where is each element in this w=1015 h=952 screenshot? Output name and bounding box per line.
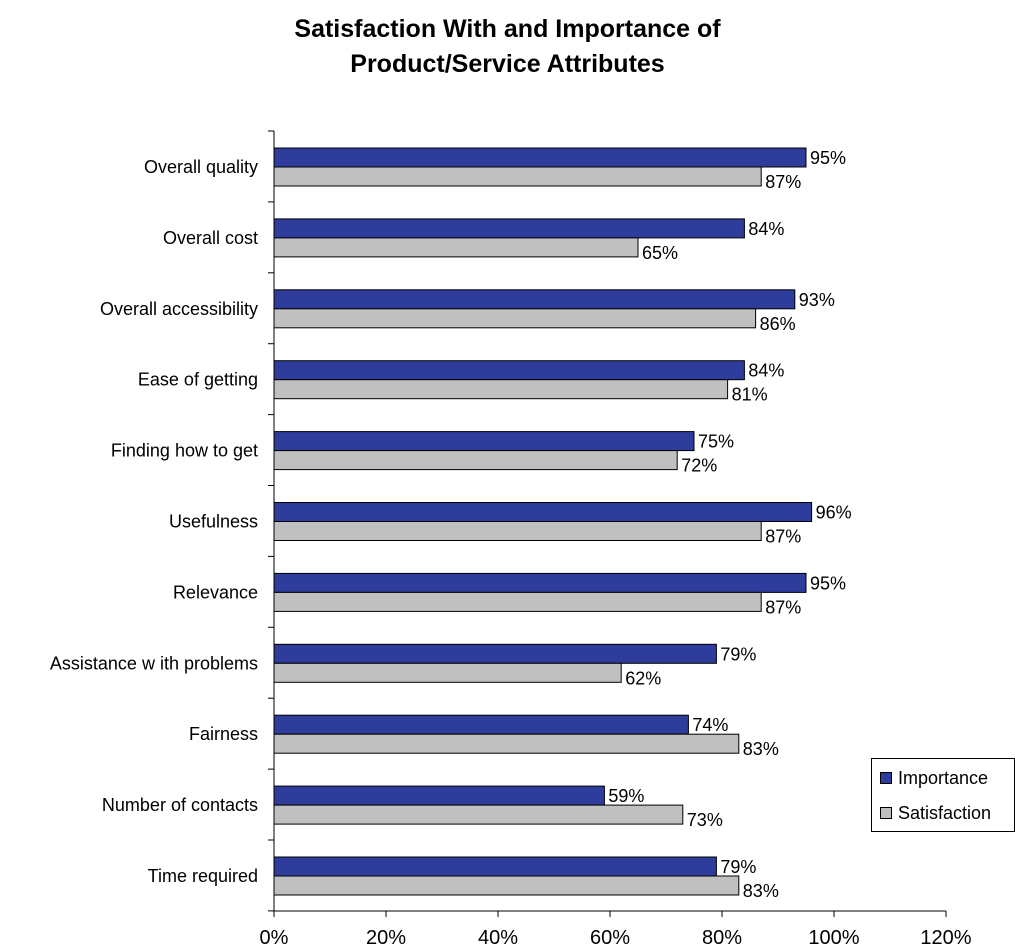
x-tick-label: 120% [920, 927, 971, 949]
legend-swatch-importance [880, 772, 892, 784]
bar-satisfaction [273, 166, 762, 187]
category-label: Fairness [189, 724, 258, 744]
legend-label-satisfaction: Satisfaction [898, 802, 992, 823]
bar-importance [273, 218, 745, 239]
category-label: Overall cost [163, 228, 258, 248]
x-tick-label: 0% [260, 927, 289, 949]
legend: Importance Satisfaction [871, 758, 1015, 832]
legend-item-satisfaction: Satisfaction [880, 802, 991, 824]
data-label-satisfaction: 83% [743, 881, 779, 901]
data-label-importance: 84% [748, 361, 784, 381]
category-label: Usefulness [169, 512, 258, 532]
bar-satisfaction [273, 662, 622, 683]
bar-importance [273, 360, 745, 381]
bar-importance [273, 785, 605, 806]
bar-importance [273, 714, 689, 735]
bar-satisfaction [273, 521, 762, 541]
data-label-importance: 59% [608, 786, 644, 806]
bar-importance [273, 572, 807, 593]
data-label-satisfaction: 87% [765, 527, 801, 547]
bar-satisfaction [273, 379, 729, 400]
legend-swatch-satisfaction [880, 807, 892, 819]
category-label: Relevance [173, 582, 258, 602]
chart-title-line-2: Product/Service Attributes [350, 50, 665, 78]
x-tick-label: 40% [478, 927, 518, 949]
data-label-satisfaction: 65% [642, 243, 678, 263]
data-label-satisfaction: 83% [743, 739, 779, 759]
category-label: Number of contacts [102, 795, 258, 815]
data-label-satisfaction: 87% [765, 172, 801, 192]
bar-importance [273, 643, 717, 664]
data-label-importance: 79% [720, 644, 756, 664]
category-label: Overall accessibility [100, 299, 258, 319]
bar-importance [273, 147, 807, 168]
x-tick-label: 20% [366, 927, 406, 949]
data-label-importance: 74% [692, 715, 728, 735]
data-label-importance: 84% [748, 219, 784, 239]
data-label-satisfaction: 81% [732, 385, 768, 405]
legend-item-importance: Importance [880, 767, 988, 789]
bar-importance [273, 289, 796, 310]
bar-importance [273, 431, 695, 452]
x-tick-label: 100% [808, 927, 859, 949]
data-label-satisfaction: 72% [681, 456, 717, 476]
chart-title: Satisfaction With and Importance of Prod… [0, 12, 1015, 82]
category-label: Ease of getting [138, 370, 258, 390]
bar-satisfaction [273, 733, 740, 754]
data-label-satisfaction: 86% [760, 314, 796, 334]
bar-satisfaction [273, 237, 639, 258]
category-label: Time required [148, 866, 258, 886]
data-label-satisfaction: 62% [625, 668, 661, 688]
category-label: Overall quality [144, 157, 258, 177]
bar-satisfaction [273, 875, 740, 896]
bar-satisfaction [273, 804, 684, 825]
x-tick-label: 60% [590, 927, 630, 949]
bar-satisfaction [273, 308, 757, 329]
data-label-importance: 75% [698, 432, 734, 452]
data-label-satisfaction: 87% [765, 597, 801, 617]
bar-importance [273, 502, 813, 522]
bar-satisfaction [273, 450, 678, 471]
bar-importance [273, 856, 717, 877]
category-label: Finding how to get [111, 441, 258, 461]
data-label-satisfaction: 73% [687, 810, 723, 830]
legend-label-importance: Importance [898, 767, 989, 788]
data-label-importance: 96% [816, 503, 852, 523]
data-label-importance: 95% [810, 148, 846, 168]
data-label-importance: 79% [720, 857, 756, 877]
chart-title-line-1: Satisfaction With and Importance of [294, 15, 721, 43]
data-label-importance: 95% [810, 573, 846, 593]
category-label: Assistance w ith problems [50, 653, 258, 673]
x-tick-label: 80% [702, 927, 742, 949]
data-label-importance: 93% [799, 290, 835, 310]
bar-satisfaction [273, 591, 762, 612]
